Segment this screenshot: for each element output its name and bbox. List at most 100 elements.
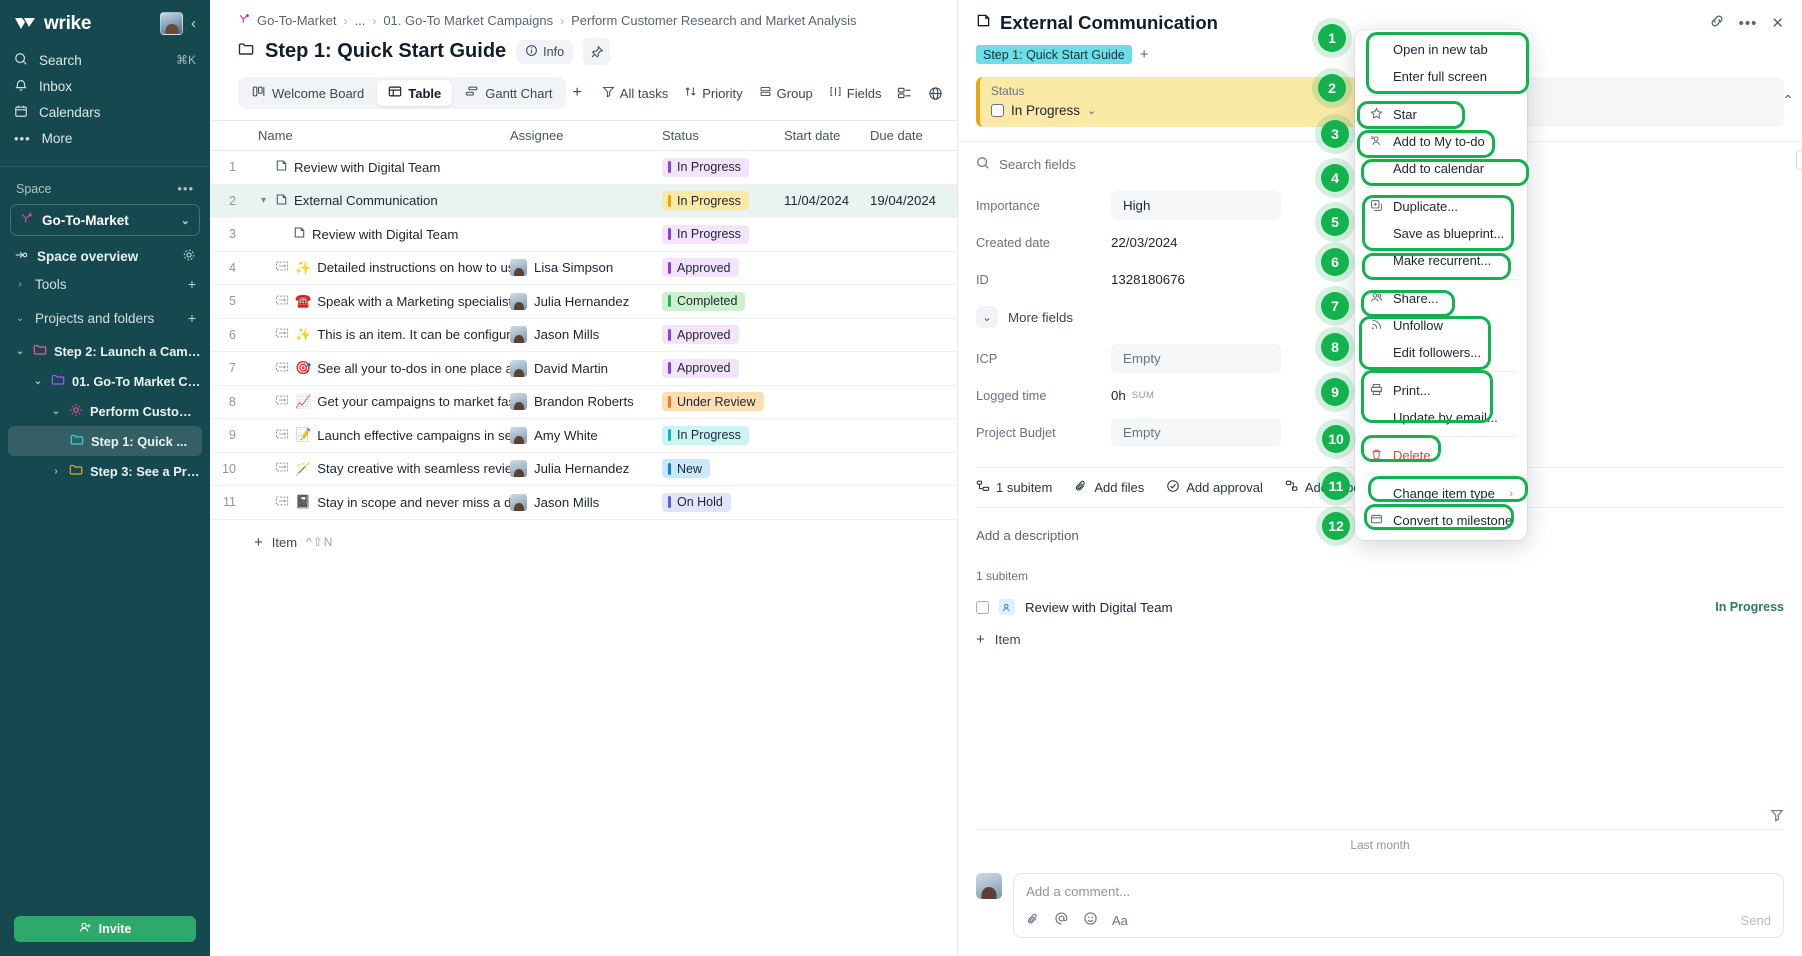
add-view-button[interactable]: + [572, 84, 582, 101]
column-header-due-date[interactable]: Due date [870, 128, 923, 143]
action-add-files[interactable]: Add files [1074, 479, 1144, 496]
add-tag-icon[interactable]: + [1139, 46, 1149, 63]
sidebar-tree-item-perform-customer[interactable]: ⌄ Perform Customer... [0, 396, 210, 426]
action-subitem-count[interactable]: 1 subitem [976, 479, 1052, 496]
field-project-budjet[interactable]: Project Budjet Empty [976, 416, 1380, 449]
row-status-cell[interactable]: Under Review [662, 392, 784, 412]
mention-icon[interactable] [1054, 911, 1069, 929]
pin-icon[interactable] [583, 38, 611, 65]
field-icp[interactable]: ICP Empty [976, 342, 1380, 375]
add-tool-icon[interactable]: + [187, 276, 196, 292]
invite-button[interactable]: Invite [14, 916, 196, 942]
field-logged-time[interactable]: Logged time 0h SUM [976, 379, 1380, 412]
row-name-cell[interactable]: ✨ Detailed instructions on how to use [246, 260, 510, 276]
row-name-cell[interactable]: Review with Digital Team [246, 159, 510, 175]
row-name-cell[interactable]: 🪄 Stay creative with seamless review [246, 461, 510, 477]
row-assignee-cell[interactable]: Julia Hernandez [510, 460, 662, 478]
tab-welcome-board[interactable]: Welcome Board [241, 80, 375, 106]
row-status-cell[interactable]: Approved [662, 325, 784, 345]
emoji-icon[interactable] [1083, 911, 1098, 929]
row-name-cell[interactable]: Review with Digital Team [246, 226, 510, 242]
avatar[interactable] [160, 12, 183, 35]
row-status-cell[interactable]: Approved [662, 258, 784, 278]
row-assignee-cell[interactable]: Brandon Roberts [510, 393, 662, 411]
status-checkbox[interactable] [991, 104, 1004, 117]
breadcrumb-item-2[interactable]: 01. Go-To Market Campaigns [383, 13, 554, 28]
sidebar-item-projects-folders[interactable]: ⌄ Projects and folders + [0, 304, 210, 332]
panel-toggle-icon[interactable] [1796, 150, 1802, 170]
row-due-date[interactable]: 19/04/2024 [870, 193, 937, 209]
table-row[interactable]: 3 Review with Digital Team In Progress [210, 218, 957, 252]
row-start-date[interactable]: 11/04/2024 [784, 193, 850, 209]
send-button[interactable]: Send [1740, 912, 1771, 928]
row-assignee-cell[interactable]: Jason Mills [510, 326, 662, 344]
activity-filter-icon[interactable] [1770, 808, 1784, 825]
chevron-down-icon[interactable]: ⌄ [33, 375, 43, 387]
row-status-cell[interactable]: In Progress [662, 157, 784, 177]
row-name-cell[interactable]: 📝 Launch effective campaigns in sec [246, 427, 510, 443]
space-menu-icon[interactable]: ••• [177, 181, 194, 196]
panel-more-icon[interactable]: ••• [1738, 14, 1758, 32]
row-status-cell[interactable]: Completed [662, 291, 784, 311]
row-status-cell[interactable]: New [662, 459, 784, 479]
tab-gantt-chart[interactable]: Gantt Chart [454, 80, 563, 106]
toolbar-fields[interactable]: Fields [829, 85, 881, 101]
chevron-down-icon[interactable]: ⌄ [15, 345, 25, 357]
breadcrumb-item-3[interactable]: Perform Customer Research and Market Ana… [571, 13, 857, 28]
column-header-assignee[interactable]: Assignee [510, 128, 564, 143]
gear-icon[interactable] [182, 248, 196, 265]
field-time-spent[interactable]: Time spent [1380, 263, 1784, 296]
row-status-cell[interactable]: On Hold [662, 492, 784, 512]
add-project-icon[interactable]: + [187, 310, 196, 326]
subitem-add-row[interactable]: + Item [976, 631, 1784, 648]
chevron-right-icon[interactable]: › [54, 465, 58, 477]
comment-input-box[interactable]: Add a comment... Aa Send [1013, 873, 1784, 938]
column-header-start-date[interactable]: Start date [784, 128, 841, 143]
row-assignee-cell[interactable]: Julia Hernandez [510, 292, 662, 310]
table-row[interactable]: 2 ▾ External Communication In Progress 11/04… [210, 184, 957, 218]
row-name-cell[interactable]: ✨ This is an item. It can be configured [246, 327, 510, 343]
space-selector[interactable]: Go-To-Market ⌄ [10, 204, 200, 236]
table-row[interactable]: 9 📝 Launch effective campaigns in sec Amy W… [210, 419, 957, 453]
assignee-field[interactable]: Assignee Empty [1387, 77, 1784, 127]
table-row[interactable]: 10 🪄 Stay creative with seamless review Jul… [210, 453, 957, 486]
table-row[interactable]: 4 ✨ Detailed instructions on how to use Lis… [210, 252, 957, 285]
sidebar-item-space-overview[interactable]: Space overview [0, 242, 210, 270]
table-row[interactable]: 7 🎯 See all your to-dos in one place an Dav… [210, 352, 957, 386]
row-name-cell[interactable]: 📈 Get your campaigns to market fast [246, 394, 510, 410]
sidebar-item-inbox[interactable]: Inbox [0, 73, 210, 99]
sidebar-item-more[interactable]: ••• More [0, 125, 210, 151]
field-marketing-channel[interactable]: Marketing C [1380, 379, 1784, 412]
row-assignee-cell[interactable]: Amy White [510, 426, 662, 444]
row-name-cell[interactable]: ▾ External Communication [246, 193, 510, 209]
table-row[interactable]: 11 📓 Stay in scope and never miss a dea Jas… [210, 486, 957, 520]
subitem-row[interactable]: Review with Digital Team In Progress [976, 593, 1784, 621]
field-importance[interactable]: Importance High [976, 189, 1380, 222]
row-status-cell[interactable]: Approved [662, 358, 784, 378]
close-icon[interactable]: ✕ [1771, 15, 1784, 32]
breadcrumb-item-0[interactable]: Go-To-Market [257, 13, 337, 28]
paperclip-icon[interactable] [1026, 912, 1040, 929]
brand[interactable]: wrike [14, 13, 91, 35]
field-launch-date[interactable]: Launch Da [1380, 342, 1784, 375]
row-expand-icon[interactable]: ▾ [260, 195, 267, 207]
row-name-cell[interactable]: 🎯 See all your to-dos in one place an [246, 360, 510, 376]
search-fields-input[interactable]: Search fields [976, 156, 1784, 173]
field-created-date[interactable]: Created date 22/03/2024 [976, 226, 1380, 259]
row-assignee-cell[interactable]: Lisa Simpson [510, 259, 662, 277]
sidebar-item-tools[interactable]: › Tools + [0, 270, 210, 298]
breadcrumb-item-1[interactable]: ... [354, 13, 366, 28]
toolbar-export-icon[interactable] [897, 86, 912, 100]
row-assignee-cell[interactable]: David Martin [510, 359, 662, 377]
field-id[interactable]: ID 1328180676 [976, 263, 1380, 296]
action-add-approval[interactable]: Add approval [1166, 479, 1263, 496]
column-header-status[interactable]: Status [662, 128, 699, 143]
collapse-sidebar-icon[interactable]: ‹ [191, 15, 196, 32]
link-icon[interactable] [1709, 13, 1725, 33]
sidebar-item-search[interactable]: Search ⌘K [0, 47, 210, 73]
toolbar-globe-icon[interactable] [928, 86, 943, 101]
add-item-row[interactable]: + Item ^⇧N [210, 520, 957, 551]
row-status-cell[interactable]: In Progress [662, 425, 784, 445]
row-name-cell[interactable]: ☎️ Speak with a Marketing specialist i [246, 293, 510, 309]
field-item-type[interactable]: Item type [1380, 226, 1784, 259]
